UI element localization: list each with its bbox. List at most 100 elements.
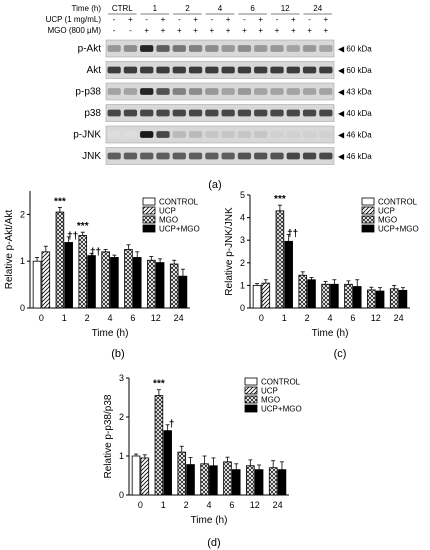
blot-band	[254, 88, 268, 95]
y-tick-label: 0	[240, 303, 245, 313]
blot-lane-mark: +	[291, 15, 296, 24]
bar	[41, 251, 51, 309]
blot-band	[205, 88, 219, 95]
x-tick-label: 1	[282, 313, 287, 323]
panel-label: (d)	[207, 537, 220, 549]
bar	[389, 288, 399, 309]
blot-band	[302, 88, 317, 95]
blot-band	[156, 131, 170, 138]
bar	[78, 235, 88, 309]
blot-lane-mark: +	[307, 26, 312, 35]
x-tick-label: 2	[305, 313, 310, 323]
y-tick-label: 2	[119, 412, 124, 422]
blot-band	[172, 45, 186, 52]
blot-band	[172, 88, 186, 95]
bar	[163, 430, 172, 496]
x-tick-label: 2	[184, 500, 189, 510]
y-tick-label: 5	[240, 190, 245, 200]
legend-swatch	[361, 215, 375, 224]
blot-kda-label: ◀ 46 kDa	[338, 152, 372, 161]
x-axis-label: Time (h)	[312, 328, 349, 339]
blot-lane-mark: +	[210, 26, 215, 35]
blot-band	[237, 66, 252, 74]
bar	[154, 395, 164, 496]
blot-band	[205, 152, 219, 160]
blot-band	[156, 88, 170, 95]
bar	[330, 283, 339, 309]
blot-lane-mark: +	[324, 15, 329, 24]
legend-label: CONTROL	[378, 198, 418, 207]
blot-lane-mark: +	[291, 26, 296, 35]
x-tick-label: 0	[39, 313, 44, 323]
blot-band	[188, 45, 203, 52]
significance-label: †	[169, 419, 175, 430]
blot-band	[107, 66, 121, 74]
blot-strip	[105, 104, 335, 122]
legend-swatch	[142, 206, 156, 215]
blot-time-label: 2	[185, 4, 190, 13]
blot-band	[302, 45, 317, 52]
blot-band	[286, 131, 300, 138]
y-tick-label: 0	[20, 303, 25, 313]
blot-band	[221, 88, 235, 95]
y-axis-label: Relative p-p38/p38	[103, 394, 114, 478]
x-tick-label: 2	[85, 313, 90, 323]
blot-band	[123, 88, 138, 95]
x-tick-label: 4	[107, 313, 112, 323]
bar	[298, 274, 308, 309]
y-tick-label: 4	[240, 213, 245, 223]
blot-band	[140, 88, 154, 95]
bar	[178, 275, 188, 309]
legend-swatch	[361, 224, 375, 233]
blot-band	[140, 152, 154, 160]
legend-swatch	[244, 377, 258, 386]
y-axis-label: Relative p-JNK/JNK	[224, 207, 235, 296]
panel-label: (b)	[111, 348, 124, 360]
blot-kda-label: ◀ 60 kDa	[338, 45, 372, 54]
bar	[55, 211, 65, 309]
x-tick-label: 24	[174, 313, 184, 323]
blot-band	[156, 109, 170, 117]
blot-band	[286, 152, 300, 160]
blot-band	[237, 88, 252, 95]
blot-band	[270, 66, 284, 74]
legend-label: UCP+MGO	[378, 225, 419, 234]
blot-band	[172, 152, 186, 160]
blot-band	[123, 45, 138, 52]
bar	[200, 463, 209, 496]
blot-band	[254, 152, 268, 160]
legend-label: UCP	[378, 207, 395, 216]
blot-time-label: 12	[281, 4, 290, 13]
legend-swatch	[361, 197, 375, 206]
bar	[177, 451, 187, 496]
x-tick-label: 0	[138, 500, 143, 510]
bar	[277, 469, 287, 496]
y-tick-label: 0	[119, 490, 124, 500]
blot-band-label: Akt	[87, 65, 102, 76]
x-tick-label: 4	[327, 313, 332, 323]
blot-lane-mark: +	[226, 15, 231, 24]
blot-band	[107, 152, 121, 160]
legend-label: UCP	[159, 207, 176, 216]
significance-label: ††	[67, 231, 78, 242]
bar	[186, 464, 195, 496]
legend-swatch	[244, 386, 258, 395]
blot-band	[188, 152, 203, 160]
y-tick-label: 1	[20, 256, 25, 266]
bar	[375, 290, 385, 309]
x-tick-label: 12	[151, 313, 161, 323]
blot-lane-mark: +	[275, 26, 280, 35]
blot-band-label: p-p38	[75, 87, 101, 98]
blot-row-label: MGO (800 μM)	[47, 26, 101, 35]
blot-time-label: 4	[218, 4, 223, 13]
blot-band	[221, 131, 235, 138]
bar	[367, 289, 376, 309]
blot-kda-label: ◀ 40 kDa	[338, 109, 372, 118]
panel-label: (a)	[208, 179, 221, 191]
blot-band	[156, 66, 170, 74]
bar	[246, 465, 255, 496]
blot-band	[319, 45, 333, 52]
